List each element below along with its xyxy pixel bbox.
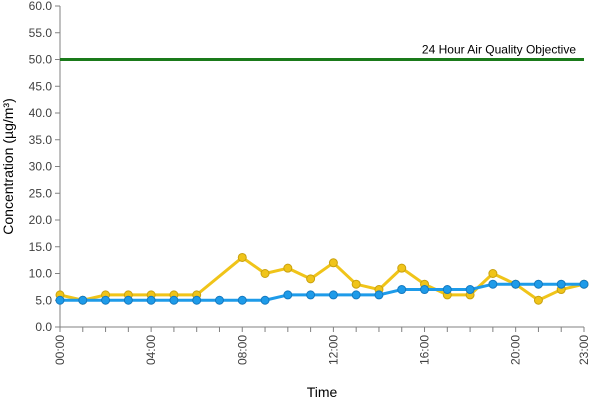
y-tick-label: 25.0 <box>29 186 53 200</box>
series-2-point <box>351 290 361 300</box>
y-tick-label: 60.0 <box>29 0 53 13</box>
series-2-point <box>123 295 133 305</box>
series-2-point <box>465 285 475 295</box>
series-2-point <box>306 290 316 300</box>
series-2-point <box>55 295 65 305</box>
x-tick-label: 08:00 <box>235 335 249 365</box>
x-tick-label: 16:00 <box>418 335 432 365</box>
series-1-point <box>397 263 407 273</box>
series-1-point <box>237 252 247 262</box>
y-axis: 0.0 5.0 10.0 15.0 20.0 25.0 30.0 35.0 40.0 45.0 50… <box>29 0 61 334</box>
series-2-point <box>146 295 156 305</box>
x-tick-label: 12:00 <box>326 335 340 365</box>
series-2-point <box>442 285 452 295</box>
series-2-point <box>214 295 224 305</box>
y-tick-label: 0.0 <box>35 320 52 334</box>
x-tick-label: 20:00 <box>509 335 523 365</box>
series-2-point <box>192 295 202 305</box>
series-1-point <box>351 279 361 289</box>
series-2-point <box>488 279 498 289</box>
y-tick-label: 35.0 <box>29 133 53 147</box>
x-axis: 00:00 04:00 08:00 12:00 16:00 20:00 23:00 <box>53 326 591 365</box>
reference-line-label: 24 Hour Air Quality Objective <box>422 43 576 57</box>
series-2-point <box>78 295 88 305</box>
series-1-point <box>306 274 316 284</box>
series-1 <box>55 252 589 305</box>
series-2 <box>55 279 589 305</box>
series-2-line <box>60 282 584 302</box>
series-2-point <box>283 290 293 300</box>
series-1-point <box>260 269 270 278</box>
series-2-point <box>374 290 384 300</box>
series-2-point <box>556 279 566 289</box>
series-2-point <box>328 290 338 300</box>
series-group <box>55 252 589 305</box>
y-tick-label: 40.0 <box>29 106 53 120</box>
series-1-point <box>533 295 543 305</box>
y-tick-label: 50.0 <box>29 53 53 67</box>
y-tick-label: 5.0 <box>35 293 52 307</box>
y-tick-label: 15.0 <box>29 240 53 254</box>
x-tick-label: 23:00 <box>577 335 591 365</box>
y-tick-label: 55.0 <box>29 26 53 40</box>
y-axis-title: Concentration (µg/m³) <box>0 98 16 234</box>
series-2-point <box>101 295 111 305</box>
x-tick-label: 00:00 <box>53 335 67 365</box>
series-2-point <box>533 279 543 289</box>
series-2-point <box>397 285 407 295</box>
y-tick-label: 30.0 <box>29 160 53 174</box>
series-2-point <box>260 295 270 305</box>
y-tick-label: 20.0 <box>29 213 53 227</box>
series-2-point <box>511 279 521 289</box>
series-2-point <box>579 279 589 289</box>
air-quality-objective-reference: 24 Hour Air Quality Objective <box>60 43 584 61</box>
series-2-point <box>169 295 179 305</box>
x-tick-label: 04:00 <box>144 335 158 365</box>
series-1-point <box>283 263 293 273</box>
series-2-point <box>237 295 247 305</box>
series-2-point <box>420 285 430 295</box>
y-tick-label: 45.0 <box>29 79 53 93</box>
y-tick-label: 10.0 <box>29 267 53 281</box>
x-axis-title: Time <box>307 384 338 400</box>
series-1-point <box>488 269 498 278</box>
series-1-point <box>328 258 338 268</box>
